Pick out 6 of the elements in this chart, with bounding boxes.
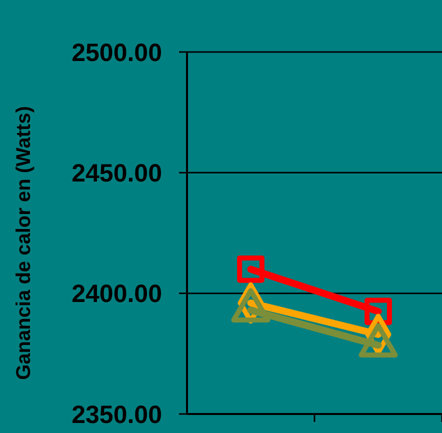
point xyxy=(237,256,264,283)
y-tick-label: 2400.00 xyxy=(72,280,162,308)
y-tick-label: 2500.00 xyxy=(72,38,162,67)
y-axis-title: Ganancia de calor en (Watts) xyxy=(13,106,35,380)
y-tick-label: 2350.00 xyxy=(72,400,162,429)
y-tick-label: 2450.00 xyxy=(72,159,162,188)
